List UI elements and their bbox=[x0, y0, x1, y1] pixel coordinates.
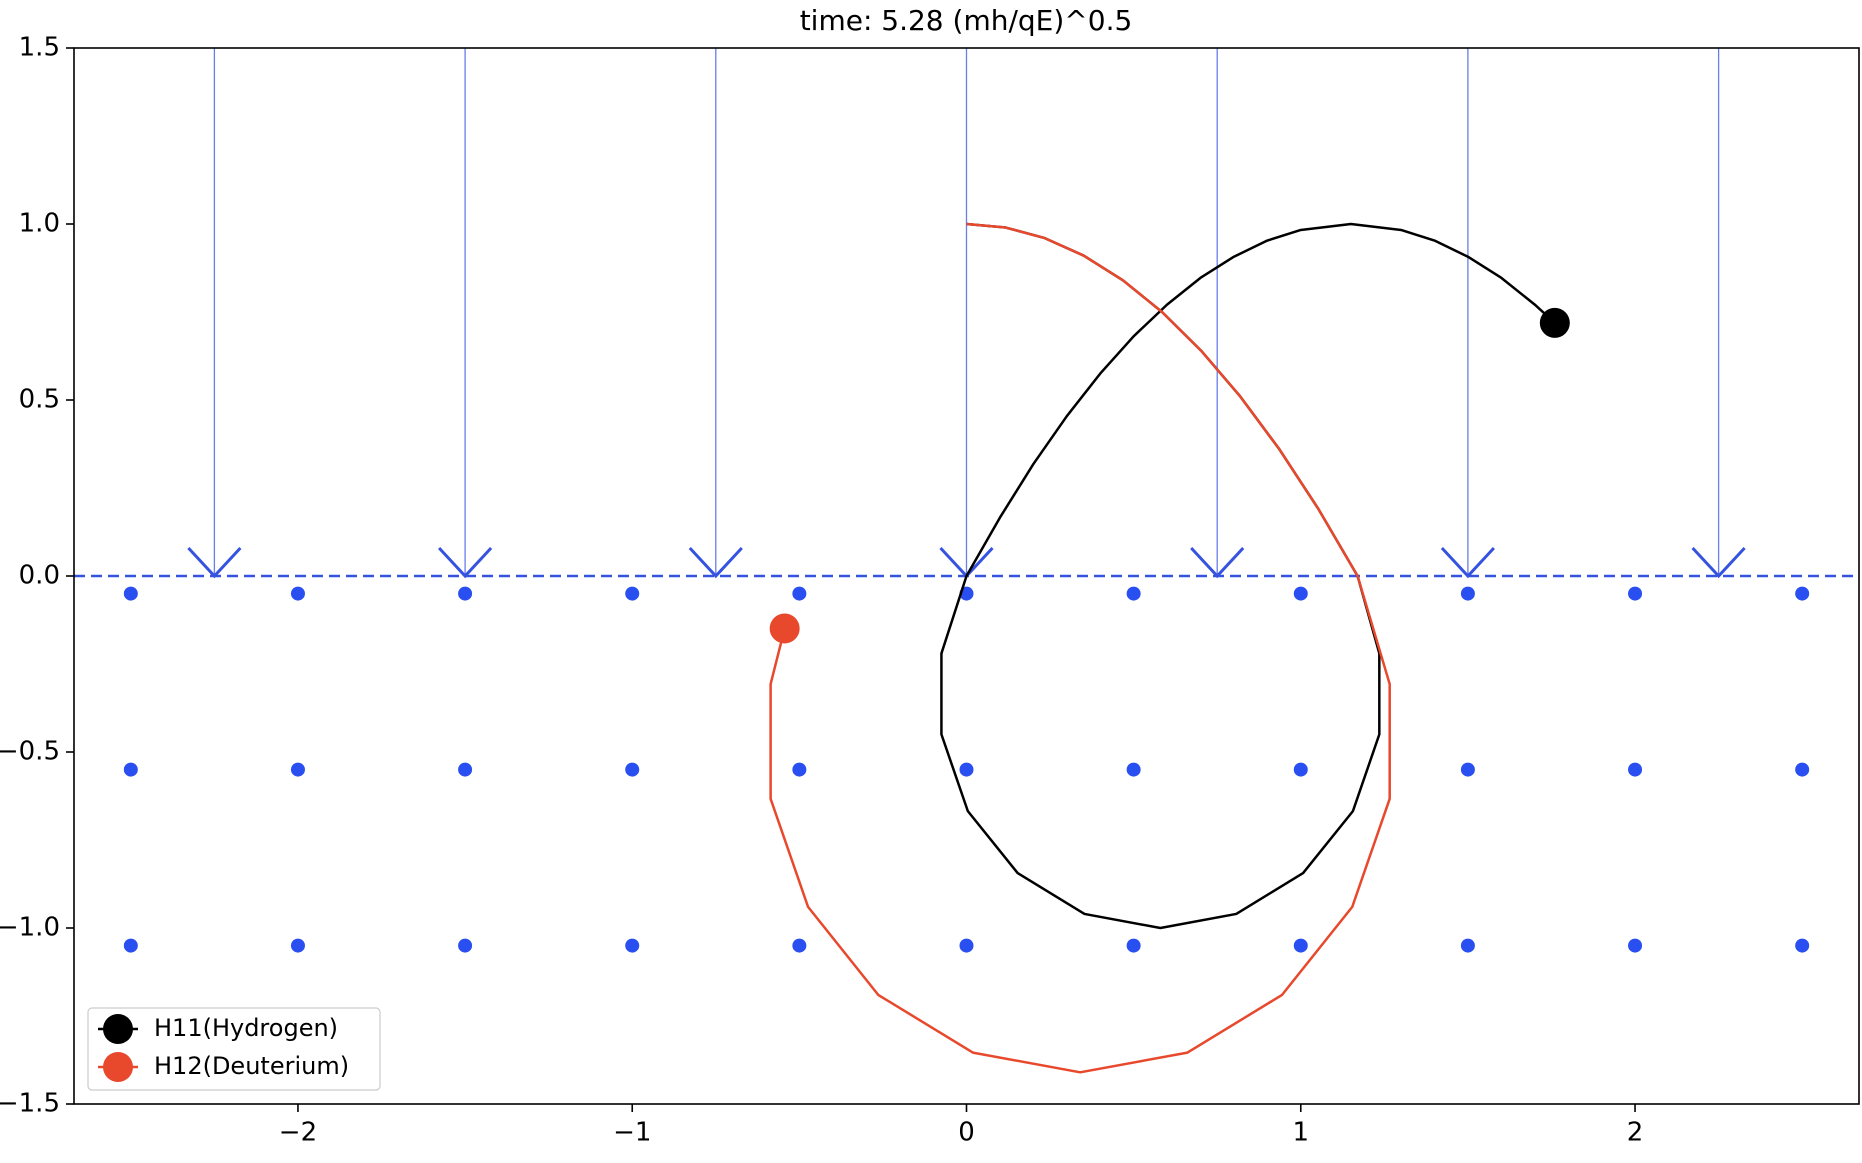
x-tick-label: 0 bbox=[958, 1118, 975, 1148]
b-field-dot bbox=[1628, 938, 1643, 953]
b-field-dot bbox=[959, 762, 974, 777]
b-field-dot bbox=[1795, 938, 1810, 953]
b-field-dot bbox=[1460, 586, 1475, 601]
b-field-dot bbox=[1460, 762, 1475, 777]
b-field-dot bbox=[792, 762, 807, 777]
legend-marker bbox=[103, 1052, 133, 1082]
b-field-dot bbox=[959, 938, 974, 953]
b-field-dot bbox=[123, 762, 138, 777]
b-field-dot bbox=[123, 938, 138, 953]
b-field-dot bbox=[1628, 762, 1643, 777]
y-tick-label: 0.5 bbox=[19, 385, 60, 415]
trajectory bbox=[769, 222, 1391, 1074]
y-tick-label: −1.5 bbox=[0, 1089, 60, 1119]
e-field-arrowhead bbox=[688, 546, 743, 579]
b-field-dot bbox=[1293, 938, 1308, 953]
b-field-dot bbox=[290, 762, 305, 777]
b-field-dot bbox=[625, 762, 640, 777]
x-tick-label: −1 bbox=[613, 1118, 651, 1148]
chart-title: time: 5.28 (mh/qE)^0.5 bbox=[800, 4, 1133, 37]
b-field-dot bbox=[123, 586, 138, 601]
y-tick-label: 0.0 bbox=[19, 561, 60, 591]
b-field-dot bbox=[1126, 938, 1141, 953]
b-field-dot bbox=[458, 938, 473, 953]
b-field-dot bbox=[1795, 762, 1810, 777]
b-field-dot bbox=[792, 586, 807, 601]
b-field-dot bbox=[1795, 586, 1810, 601]
b-field-dot bbox=[458, 586, 473, 601]
b-field-dot bbox=[290, 938, 305, 953]
legend-box bbox=[87, 1007, 381, 1091]
b-field-dot bbox=[1126, 762, 1141, 777]
b-field-dot bbox=[1460, 938, 1475, 953]
b-field-dot bbox=[792, 938, 807, 953]
legend-label: H11(Hydrogen) bbox=[154, 1014, 338, 1042]
b-field-dot bbox=[1126, 586, 1141, 601]
b-field-dot bbox=[1293, 586, 1308, 601]
b-field-dot bbox=[1628, 586, 1643, 601]
e-field-arrowhead bbox=[1440, 546, 1496, 579]
y-tick-label: −0.5 bbox=[0, 737, 60, 767]
b-field-dot bbox=[625, 586, 640, 601]
b-field-dot bbox=[458, 762, 473, 777]
legend-marker bbox=[103, 1014, 133, 1044]
b-field-dot bbox=[290, 586, 305, 601]
b-field-dot bbox=[1293, 762, 1308, 777]
y-tick-label: 1.0 bbox=[19, 209, 60, 239]
particle-marker bbox=[769, 613, 800, 644]
y-tick-label: 1.5 bbox=[19, 33, 60, 63]
y-tick-label: −1.0 bbox=[0, 913, 60, 943]
b-field-dot bbox=[625, 938, 640, 953]
x-tick-label: 1 bbox=[1292, 1118, 1309, 1148]
x-tick-label: −2 bbox=[279, 1118, 317, 1148]
legend-label: H12(Deuterium) bbox=[154, 1052, 349, 1080]
e-field-arrowhead bbox=[1691, 546, 1746, 579]
particle-marker bbox=[1539, 307, 1570, 338]
x-tick-label: 2 bbox=[1627, 1118, 1644, 1148]
